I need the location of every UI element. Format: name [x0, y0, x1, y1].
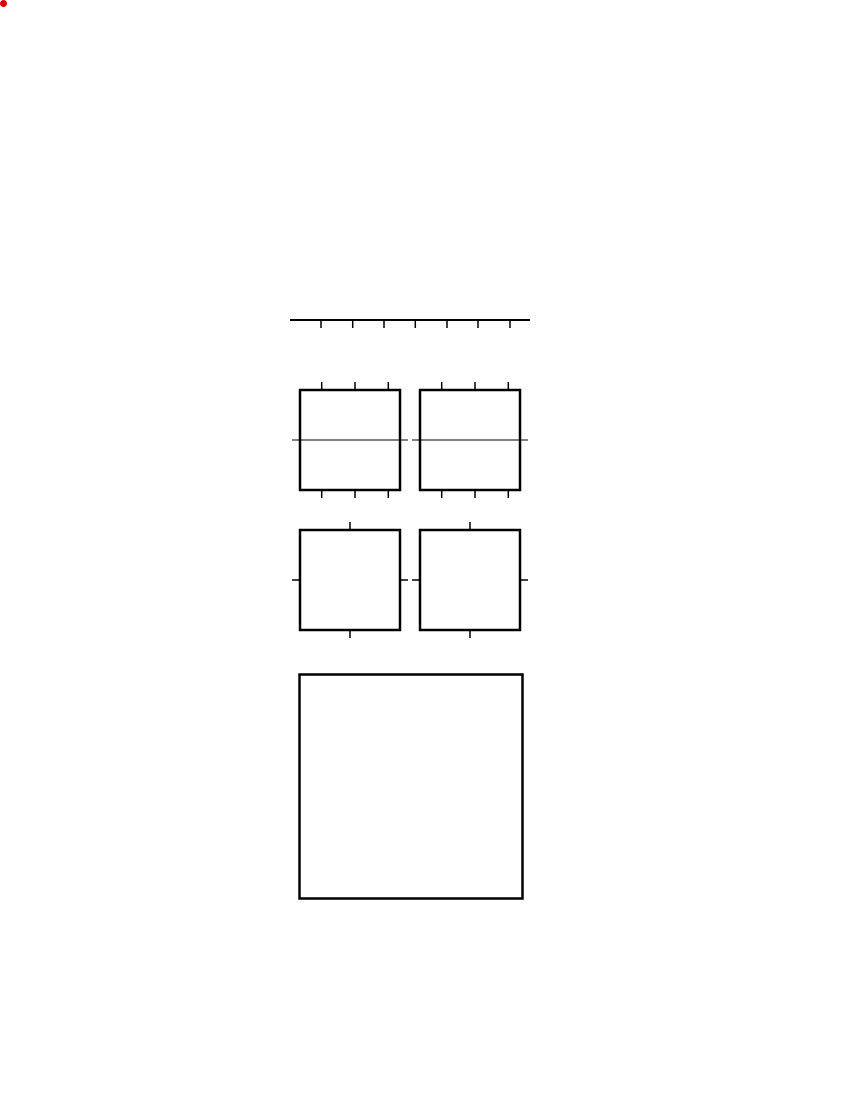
trace-time-axis — [290, 319, 530, 328]
best-fit-marker — [0, 0, 7, 7]
particle-motion-frames — [292, 522, 528, 638]
component-panel-frames — [292, 382, 528, 498]
misfit-contour-canvas — [301, 676, 521, 897]
